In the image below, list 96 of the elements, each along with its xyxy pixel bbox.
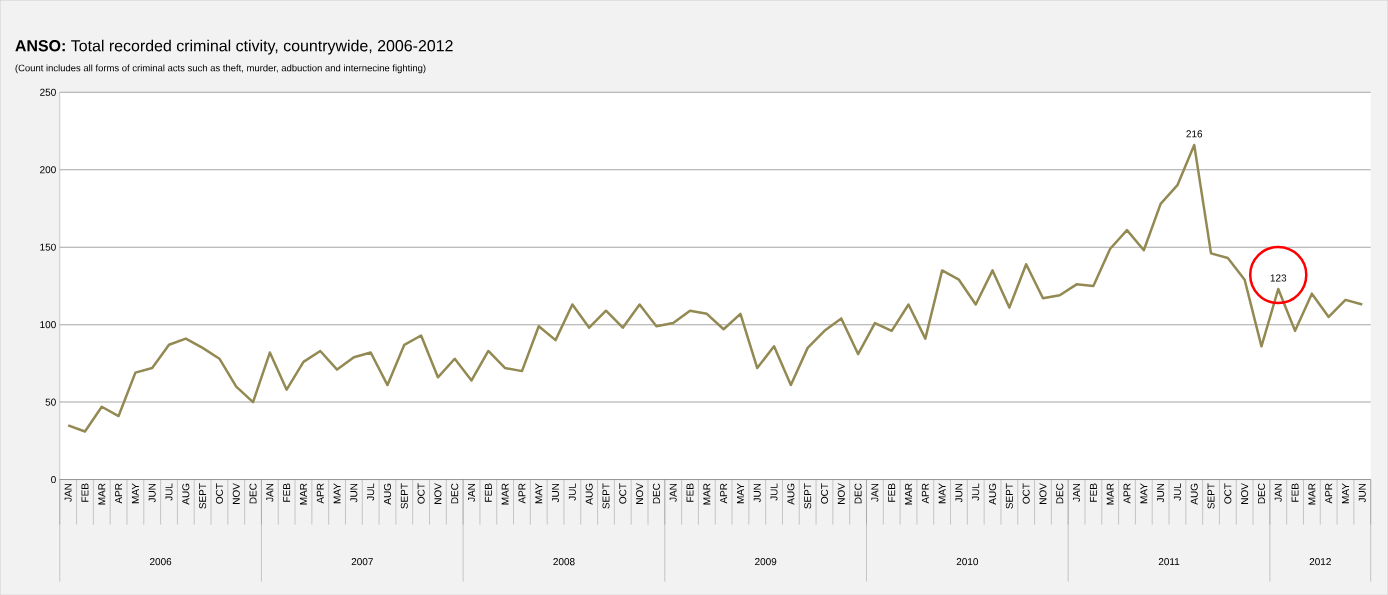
x-tick-label: NOV [1241,482,1249,504]
y-tick-label: 0 [51,475,56,483]
x-tick-label: JAN [266,483,274,502]
x-tick-label: NOV [636,482,644,504]
x-tick-label: FEB [888,483,896,502]
x-tick-label: APR [921,483,929,504]
text: 2010 [956,557,979,565]
line-series [66,143,1364,433]
x-tick-label: JUL [770,483,778,501]
text: 2011 [1158,557,1180,565]
x-tick-label: FEB [1089,483,1097,502]
x-tick-label: JUN [1358,483,1366,503]
x-tick-label: NOV [232,482,240,504]
text: 2009 [755,557,777,565]
x-tick-label: SEPT [400,483,408,509]
x-tick-label: MAR [98,483,106,505]
data-label: 216 [1186,130,1203,138]
y-tick-label: 150 [40,243,56,251]
x-tick-label: SEPT [804,483,812,509]
x-tick-label: FEB [686,483,694,502]
chart-subtitle: (Count includes all forms of criminal acts such as theft, murder, adbuction and internecine fighting) [15,64,426,74]
x-tick-label: DEC [1257,483,1265,504]
x-tick-label: SEPT [199,483,207,509]
x-tick-label: JUL [165,483,173,501]
x-tick-label: JUL [972,483,980,501]
x-tick-label: NOV [1039,482,1047,504]
x-tick-label: OCT [1224,483,1232,504]
x-tick-label: JUN [955,483,963,503]
data-label: 123 [1270,274,1287,282]
x-tick-label: JAN [871,483,879,502]
text: 2012 [1309,557,1331,565]
x-tick-label: FEB [81,483,89,502]
x-tick-label: DEC [652,483,660,504]
text: 2008 [553,557,575,565]
y-tick-label: 250 [40,88,56,96]
x-tick-label: OCT [417,483,425,504]
x-tick-label: MAR [905,483,912,505]
x-tick-label: MAY [938,483,946,503]
x-tick-label: JAN [1073,483,1081,502]
y-tick-label: 100 [40,320,56,328]
x-tick-label: JAN [1274,483,1282,502]
x-tick-label: JUL [568,483,576,501]
x-tick-label: AUG [383,483,392,505]
x-tick-label: FEB [1291,483,1299,502]
x-tick-label: JUN [350,483,358,503]
x-tick-label: APR [1325,483,1333,504]
x-tick-label: AUG [787,483,795,505]
x-tick-label: MAR [300,483,307,505]
x-tick-label: DEC [451,483,459,504]
x-tick-label: MAY [737,483,744,503]
x-tick-label: OCT [215,483,223,504]
chart-title: ANSO: Total recorded criminal ctivity, countrywide, 2006-2012 [15,39,453,55]
text: 2007 [351,557,373,565]
x-tick-label: OCT [1022,483,1030,504]
x-tick-label: MAR [703,483,711,505]
x-tick-label: JUN [1157,483,1165,503]
x-tick-label: AUG [1190,483,1198,505]
x-tick-label: JUL [367,483,375,501]
x-tick-label: OCT [619,483,627,504]
x-tick-label: APR [518,483,526,504]
x-tick-label: APR [720,483,728,504]
x-tick-label: MAY [1140,483,1148,503]
x-tick-label: OCT [820,483,828,504]
x-tick-label: DEC [854,483,862,504]
text: 2006 [150,557,172,565]
x-tick-label: JUN [552,483,560,503]
x-tick-label: JAN [669,483,677,502]
x-tick-label: APR [316,483,324,504]
x-tick-label: MAY [333,483,341,503]
x-tick-label: FEB [484,483,492,502]
x-tick-label: APR [115,483,123,504]
x-tick-label: FEB [283,483,291,502]
x-tick-label: MAY [535,483,543,503]
x-tick-label: JAN [64,483,72,502]
x-tick-label: MAR [1106,483,1114,505]
x-tick-label: NOV [837,482,845,504]
x-tick-label: MAY [1342,483,1349,503]
x-tick-label: MAY [131,483,139,503]
x-tick-label: MAR [1308,483,1316,505]
x-tick-label: NOV [434,482,442,504]
y-tick-label: 50 [45,398,56,406]
x-tick-label: AUG [585,483,593,505]
x-tick-label: JUN [753,483,761,503]
x-tick-label: AUG [182,483,190,505]
x-tick-label: DEC [249,483,257,504]
x-tick-label: SEPT [1005,483,1013,509]
x-tick-label: SEPT [1207,483,1215,509]
x-tick-label: JUL [1173,483,1181,501]
x-tick-label: JAN [468,483,475,502]
y-tick-label: 200 [40,166,56,174]
x-tick-label: DEC [1056,483,1064,504]
x-tick-label: APR [1123,483,1131,504]
x-tick-label: AUG [989,483,997,505]
x-tick-label: MAR [501,483,509,505]
x-tick-label: SEPT [602,483,610,509]
x-tick-label: JUN [148,483,156,503]
